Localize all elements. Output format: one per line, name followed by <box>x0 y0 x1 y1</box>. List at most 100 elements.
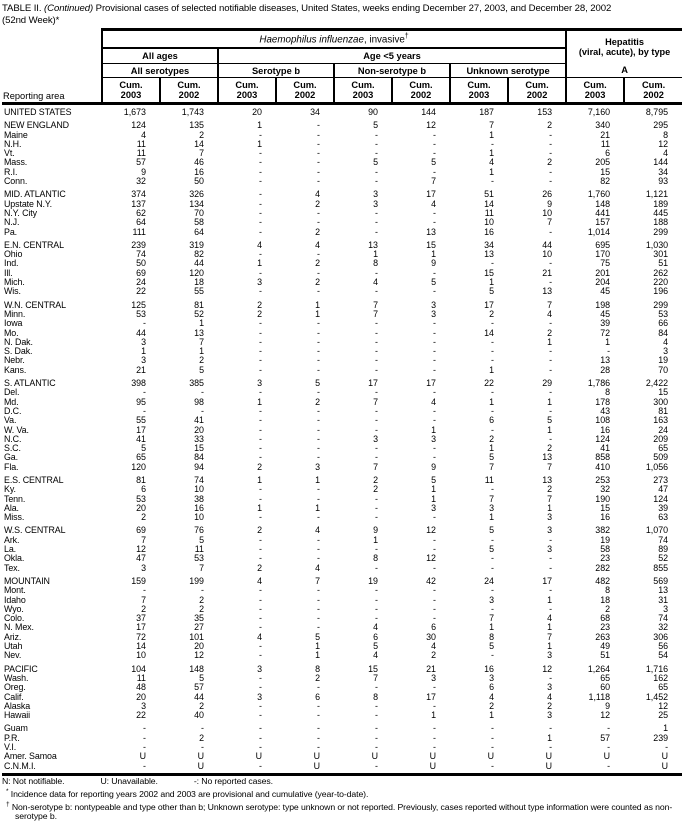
value-cell: 2 <box>257 308 262 319</box>
table-row: Ark. 7 5 - - 1 - - - 19 74 <box>2 534 682 545</box>
value-cell: - <box>143 318 146 329</box>
value-cell: 695 <box>595 239 611 250</box>
value-cell: - <box>375 493 378 504</box>
value-cell: 1 <box>547 641 553 652</box>
value-cell: - <box>433 452 436 463</box>
value-cell: - <box>375 148 378 159</box>
value-cell: 7 <box>373 461 378 472</box>
cum-header-row: Reporting area Cum. 2003 Cum. 2002 Cum. 2003 C… <box>2 77 683 105</box>
value-cell: 1 <box>547 502 553 513</box>
reporting-area-cell: Ark. <box>4 534 20 545</box>
value-cell: 299 <box>653 226 669 237</box>
value-cell: 34 <box>658 166 669 177</box>
table-row: Fla. 120 94 2 3 7 9 7 7 410 1,056 <box>2 461 682 472</box>
value-cell: 15 <box>600 502 611 513</box>
title-rest: Provisional cases of selected notifiable… <box>95 3 612 14</box>
value-cell: - <box>375 613 378 624</box>
value-cell: U <box>139 751 146 762</box>
value-cell: 7 <box>489 120 494 131</box>
value-cell: 7 <box>141 594 146 605</box>
value-cell: 37 <box>136 613 146 624</box>
reporting-area-cell: Calif. <box>4 691 24 702</box>
value-cell: 569 <box>653 575 669 586</box>
reporting-area-cell: Ind. <box>4 258 19 269</box>
value-cell: 7 <box>315 575 320 586</box>
value-cell: 2 <box>315 258 320 269</box>
value-cell: 16 <box>484 663 494 674</box>
hepatitis-header: Hepatitis (viral, acute), by type <box>566 28 683 64</box>
value-cell: - <box>433 364 436 375</box>
value-cell: 14 <box>484 327 494 338</box>
value-cell: 306 <box>653 631 669 642</box>
value-cell: 2,422 <box>645 378 669 389</box>
value-cell: - <box>259 355 262 366</box>
reporting-area-cell: Md. <box>4 396 19 407</box>
value-cell: - <box>549 148 553 159</box>
value-cell: - <box>317 318 320 329</box>
value-cell: 34 <box>310 107 320 117</box>
value-cell: U <box>545 751 553 762</box>
value-cell: - <box>259 217 262 228</box>
reporting-area-cell: Ohio <box>4 249 23 260</box>
value-cell: 13 <box>542 286 553 297</box>
reporting-area-cell: R.I. <box>4 166 18 177</box>
value-cell: 10 <box>542 207 553 218</box>
value-cell: 3 <box>547 682 553 693</box>
value-cell: 48 <box>136 682 146 693</box>
value-cell: 204 <box>595 277 611 288</box>
value-cell: 12 <box>658 138 669 149</box>
value-cell: 189 <box>653 198 669 209</box>
hepatitis-a-header: A <box>566 63 683 78</box>
value-cell: 11 <box>484 207 494 218</box>
value-cell: 72 <box>136 631 146 642</box>
table-row: Utah 14 20 - 1 5 4 5 1 49 56 <box>2 641 682 652</box>
value-cell: 11 <box>194 544 204 555</box>
title-week: (52nd Week)* <box>2 14 60 26</box>
value-cell: 68 <box>600 613 611 624</box>
table-row: Pa. 111 64 - 2 - 13 16 - 1,014 299 <box>2 226 682 237</box>
value-cell: 7 <box>373 308 378 319</box>
reporting-area-cell: N.Y. City <box>4 207 37 218</box>
value-cell: - <box>549 138 553 149</box>
value-cell: 16 <box>484 226 494 237</box>
value-cell: - <box>433 700 436 711</box>
value-cell: - <box>317 286 320 297</box>
value-cell: - <box>549 603 553 614</box>
value-cell: 23 <box>600 553 611 564</box>
value-cell: 1 <box>547 424 553 435</box>
footnote-asterisk-text: Incidence data for reporting years 2002 … <box>10 788 369 799</box>
value-cell: 52 <box>194 308 204 319</box>
reporting-area-cell: Mo. <box>4 327 19 338</box>
value-cell: 125 <box>131 299 146 310</box>
value-cell: 1,786 <box>587 378 611 389</box>
value-cell: 1 <box>257 396 262 407</box>
value-cell: 32 <box>136 176 146 187</box>
value-cell: 120 <box>131 461 146 472</box>
value-cell: 148 <box>189 663 204 674</box>
value-cell: - <box>259 346 262 357</box>
value-cell: - <box>433 387 436 398</box>
value-cell: 398 <box>131 378 146 389</box>
reporting-area-cell: Iowa <box>4 318 23 329</box>
value-cell: 2 <box>315 226 320 237</box>
value-cell: - <box>549 364 553 375</box>
value-cell: 2 <box>489 308 494 319</box>
value-cell: 47 <box>136 553 146 564</box>
value-cell: - <box>433 534 436 545</box>
reporting-area-header: Reporting area <box>2 77 102 105</box>
value-cell: - <box>259 318 262 329</box>
table-row: Ga. 65 84 - - - - 5 13 858 509 <box>2 452 682 463</box>
value-cell: - <box>259 760 262 771</box>
value-cell: 2 <box>315 277 320 288</box>
value-cell: 198 <box>595 299 611 310</box>
value-cell: 12 <box>658 700 669 711</box>
value-cell: 10 <box>542 249 553 260</box>
value-cell: - <box>433 443 436 454</box>
unknown-serotype-header: Unknown serotype <box>450 63 568 78</box>
value-cell: 4 <box>547 691 553 702</box>
value-cell: 74 <box>658 613 669 624</box>
cum-2002-header: Cum. 2002 <box>276 77 335 105</box>
value-cell: - <box>665 742 669 752</box>
value-cell: - <box>433 732 436 743</box>
value-cell: 4 <box>257 575 262 586</box>
